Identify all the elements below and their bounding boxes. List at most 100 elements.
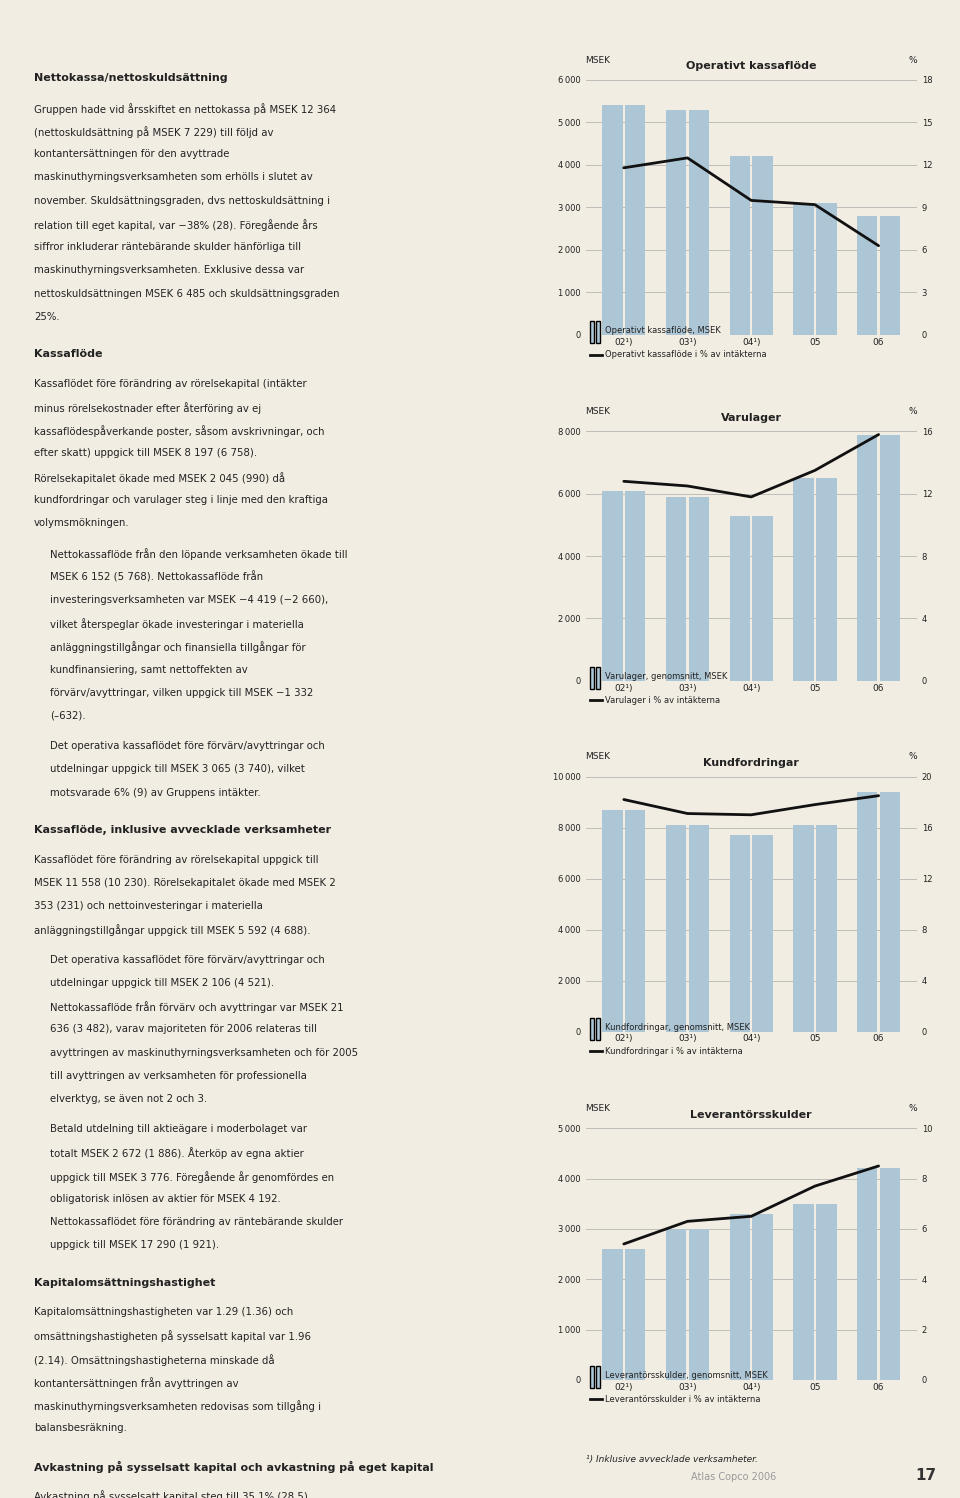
- Bar: [666, 497, 686, 680]
- Text: siffror inkluderar räntebärande skulder hänförliga till: siffror inkluderar räntebärande skulder …: [35, 243, 301, 252]
- Bar: [816, 825, 836, 1032]
- Text: november. Skuldsättningsgraden, dvs nettoskuldsättning i: november. Skuldsättningsgraden, dvs nett…: [35, 196, 330, 205]
- Bar: [816, 1204, 836, 1380]
- Bar: [880, 1168, 900, 1380]
- Bar: [602, 810, 622, 1032]
- Text: motsvarade 6% (9) av Gruppens intäkter.: motsvarade 6% (9) av Gruppens intäkter.: [50, 788, 261, 798]
- Bar: [880, 792, 900, 1032]
- Text: kundfinansiering, samt nettoffekten av: kundfinansiering, samt nettoffekten av: [50, 665, 248, 674]
- Text: Kassaflöde, inklusive avvecklade verksamheter: Kassaflöde, inklusive avvecklade verksam…: [35, 825, 331, 834]
- Text: Varulager: Varulager: [721, 413, 781, 422]
- Bar: [857, 792, 877, 1032]
- Text: Leverantörsskulder, genomsnitt, MSEK: Leverantörsskulder, genomsnitt, MSEK: [605, 1371, 768, 1380]
- Bar: [857, 434, 877, 680]
- Text: omsättningshastigheten på sysselsatt kapital var 1.96: omsättningshastigheten på sysselsatt kap…: [35, 1330, 311, 1342]
- Bar: [793, 478, 814, 680]
- Text: vilket återspeglar ökade investeringar i materiella: vilket återspeglar ökade investeringar i…: [50, 619, 304, 631]
- Bar: [753, 515, 773, 680]
- Text: kundfordringar och varulager steg i linje med den kraftiga: kundfordringar och varulager steg i linj…: [35, 494, 328, 505]
- Bar: [688, 497, 709, 680]
- Bar: [730, 515, 750, 680]
- Text: Kundfordringar, genomsnitt, MSEK: Kundfordringar, genomsnitt, MSEK: [605, 1023, 750, 1032]
- Text: MSEK: MSEK: [586, 752, 611, 761]
- Text: kontantersättningen från avyttringen av: kontantersättningen från avyttringen av: [35, 1377, 239, 1389]
- Text: Kassaflödet före förändring av rörelsekapital uppgick till: Kassaflödet före förändring av rörelseka…: [35, 854, 319, 864]
- Text: 636 (3 482), varav majoriteten för 2006 relateras till: 636 (3 482), varav majoriteten för 2006 …: [50, 1025, 317, 1034]
- Text: minus rörelsekostnader efter återföring av ej: minus rörelsekostnader efter återföring …: [35, 401, 261, 413]
- Text: Leverantörsskulder: Leverantörsskulder: [690, 1110, 812, 1119]
- Text: totalt MSEK 2 672 (1 886). Återköp av egna aktier: totalt MSEK 2 672 (1 886). Återköp av eg…: [50, 1147, 304, 1159]
- Bar: [688, 1228, 709, 1380]
- Bar: [602, 1249, 622, 1380]
- Text: Rörelsekapitalet ökade med MSEK 2 045 (990) då: Rörelsekapitalet ökade med MSEK 2 045 (9…: [35, 472, 285, 484]
- Text: Nettokassaflöde från förvärv och avyttringar var MSEK 21: Nettokassaflöde från förvärv och avyttri…: [50, 1001, 344, 1013]
- Bar: [625, 810, 645, 1032]
- Text: Avkastning på sysselsatt kapital steg till 35.1% (28.5): Avkastning på sysselsatt kapital steg ti…: [35, 1491, 308, 1498]
- Text: Kundfordringar i % av intäkterna: Kundfordringar i % av intäkterna: [605, 1047, 742, 1056]
- Bar: [793, 825, 814, 1032]
- Text: Varulager i % av intäkterna: Varulager i % av intäkterna: [605, 695, 720, 704]
- Text: MSEK: MSEK: [586, 407, 611, 416]
- Bar: [857, 1168, 877, 1380]
- Bar: [666, 825, 686, 1032]
- Bar: [666, 109, 686, 336]
- Text: Operativt kassaflöde, MSEK: Operativt kassaflöde, MSEK: [605, 327, 721, 336]
- Text: Kundfordringar: Kundfordringar: [704, 758, 799, 768]
- Bar: [730, 156, 750, 336]
- Bar: [816, 204, 836, 336]
- Text: till avyttringen av verksamheten för professionella: till avyttringen av verksamheten för pro…: [50, 1071, 307, 1080]
- Text: avyttringen av maskinuthyrningsverksamheten och för 2005: avyttringen av maskinuthyrningsverksamhe…: [50, 1047, 358, 1058]
- Text: (–632).: (–632).: [50, 712, 85, 721]
- Text: 25%.: 25%.: [35, 312, 60, 322]
- Text: maskinuthyrningsverksamheten som erhölls i slutet av: maskinuthyrningsverksamheten som erhölls…: [35, 172, 313, 183]
- Bar: [625, 1249, 645, 1380]
- Text: Varulager, genomsnitt, MSEK: Varulager, genomsnitt, MSEK: [605, 673, 727, 682]
- Text: maskinuthyrningsverksamheten. Exklusive dessa var: maskinuthyrningsverksamheten. Exklusive …: [35, 265, 304, 276]
- Text: volymsmökningen.: volymsmökningen.: [35, 518, 130, 529]
- Text: Gruppen hade vid årsskiftet en nettokassa på MSEK 12 364: Gruppen hade vid årsskiftet en nettokass…: [35, 103, 336, 114]
- Text: efter skatt) uppgick till MSEK 8 197 (6 758).: efter skatt) uppgick till MSEK 8 197 (6 …: [35, 448, 257, 458]
- Text: maskinuthyrningsverksamheten redovisas som tillgång i: maskinuthyrningsverksamheten redovisas s…: [35, 1401, 322, 1413]
- Bar: [880, 216, 900, 336]
- Text: uppgick till MSEK 3 776. Föregående år genomfördes en: uppgick till MSEK 3 776. Föregående år g…: [50, 1171, 334, 1182]
- Text: Kapitalomsättningshastighet: Kapitalomsättningshastighet: [35, 1278, 215, 1288]
- Bar: [625, 491, 645, 680]
- Text: utdelningar uppgick till MSEK 2 106 (4 521).: utdelningar uppgick till MSEK 2 106 (4 5…: [50, 978, 275, 987]
- Text: Nettokassa/nettoskuldsättning: Nettokassa/nettoskuldsättning: [35, 73, 228, 82]
- Text: Leverantörsskulder i % av intäkterna: Leverantörsskulder i % av intäkterna: [605, 1395, 760, 1404]
- Bar: [753, 156, 773, 336]
- Bar: [793, 1204, 814, 1380]
- Text: investeringsverksamheten var MSEK −4 419 (−2 660),: investeringsverksamheten var MSEK −4 419…: [50, 595, 328, 605]
- Text: ¹) Inklusive avvecklade verksamheter.: ¹) Inklusive avvecklade verksamheter.: [586, 1455, 757, 1464]
- Text: (nettoskuldsättning på MSEK 7 229) till följd av: (nettoskuldsättning på MSEK 7 229) till …: [35, 126, 274, 138]
- Bar: [730, 1213, 750, 1380]
- Text: Operativt kassaflöde: Operativt kassaflöde: [686, 61, 816, 72]
- Text: kassaflödespåverkande poster, såsom avskrivningar, och: kassaflödespåverkande poster, såsom avsk…: [35, 425, 324, 437]
- Bar: [602, 491, 622, 680]
- Text: relation till eget kapital, var −38% (28). Föregående års: relation till eget kapital, var −38% (28…: [35, 219, 318, 231]
- Text: obligatorisk inlösen av aktier för MSEK 4 192.: obligatorisk inlösen av aktier för MSEK …: [50, 1194, 281, 1204]
- Text: Kapitalomsättningshastigheten var 1.29 (1.36) och: Kapitalomsättningshastigheten var 1.29 (…: [35, 1308, 294, 1317]
- Text: MSEK: MSEK: [586, 55, 611, 64]
- Text: utdelningar uppgick till MSEK 3 065 (3 740), vilket: utdelningar uppgick till MSEK 3 065 (3 7…: [50, 764, 305, 774]
- Text: uppgick till MSEK 17 290 (1 921).: uppgick till MSEK 17 290 (1 921).: [50, 1240, 219, 1251]
- Bar: [625, 105, 645, 336]
- Text: Nettokassaflöde från den löpande verksamheten ökade till: Nettokassaflöde från den löpande verksam…: [50, 548, 348, 560]
- Bar: [688, 109, 709, 336]
- Text: kontantersättningen för den avyttrade: kontantersättningen för den avyttrade: [35, 150, 229, 159]
- Text: anläggningstillgångar och finansiella tillgångar för: anläggningstillgångar och finansiella ti…: [50, 641, 305, 653]
- Bar: [816, 478, 836, 680]
- Text: nettoskuldsättningen MSEK 6 485 och skuldsättningsgraden: nettoskuldsättningen MSEK 6 485 och skul…: [35, 289, 340, 298]
- Text: elverktyg, se även not 2 och 3.: elverktyg, se även not 2 och 3.: [50, 1094, 207, 1104]
- Bar: [857, 216, 877, 336]
- Bar: [666, 1228, 686, 1380]
- Text: 353 (231) och nettoinvesteringar i materiella: 353 (231) och nettoinvesteringar i mater…: [35, 902, 263, 911]
- Text: 17: 17: [915, 1468, 936, 1483]
- Text: Atlas Copco 2006: Atlas Copco 2006: [691, 1473, 777, 1482]
- Text: MSEK 11 558 (10 230). Rörelsekapitalet ökade med MSEK 2: MSEK 11 558 (10 230). Rörelsekapitalet ö…: [35, 878, 336, 888]
- Text: %: %: [908, 752, 917, 761]
- Bar: [730, 836, 750, 1032]
- Bar: [602, 105, 622, 336]
- Text: Nettokassaflödet före förändring av räntebärande skulder: Nettokassaflödet före förändring av ränt…: [50, 1218, 343, 1227]
- Text: Det operativa kassaflödet före förvärv/avyttringar och: Det operativa kassaflödet före förvärv/a…: [50, 742, 324, 752]
